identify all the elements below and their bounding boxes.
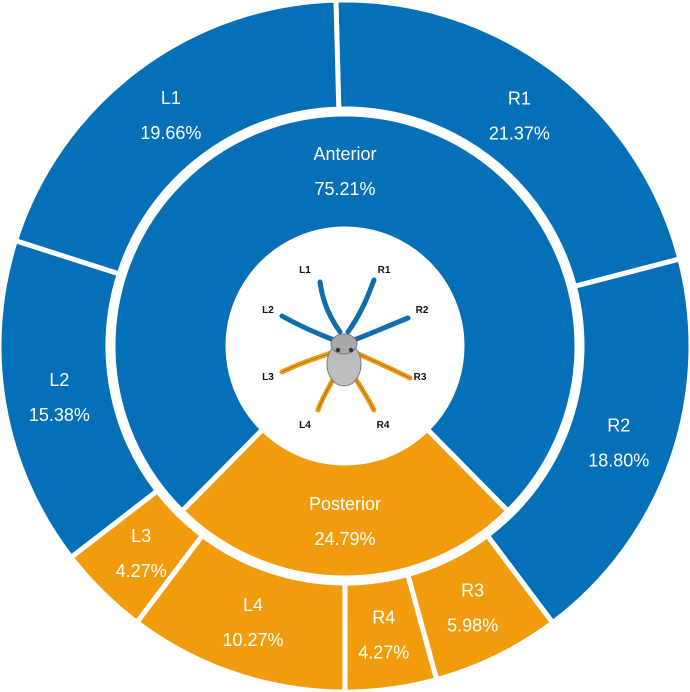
segment-labels: R1 21.37% R2 18.80% R3 5.98% R4 4.27% L4 10.27% L3… xyxy=(29,88,649,662)
inner-anterior-label: Anterior xyxy=(313,144,376,164)
inner-ring xyxy=(110,111,580,581)
leg-outline-r1 xyxy=(347,279,375,333)
outer-r4-label: R4 xyxy=(372,607,395,627)
leg-outline-r2 xyxy=(353,317,409,341)
leg-outline-l2 xyxy=(281,315,335,341)
leg-label-r4: R4 xyxy=(377,420,390,431)
outer-l1-value: 19.66% xyxy=(140,123,201,143)
outer-slice-r1 xyxy=(333,0,683,290)
outer-r3-value: 5.98% xyxy=(447,615,498,635)
outer-l4-label: L4 xyxy=(243,595,263,615)
leg-label-l2: L2 xyxy=(262,305,274,316)
leg-label-l1: L1 xyxy=(299,265,311,276)
outer-l4-value: 10.27% xyxy=(222,630,283,650)
leg-labels: L1 L2 L3 L4 R1 R2 R3 R4 xyxy=(262,265,429,431)
outer-r4-value: 4.27% xyxy=(358,642,409,662)
leg-label-l4: L4 xyxy=(299,420,311,431)
mite-body xyxy=(326,333,362,387)
outer-l2-label: L2 xyxy=(49,370,69,390)
outer-r1-value: 21.37% xyxy=(489,123,550,143)
outer-r2-label: R2 xyxy=(607,416,630,436)
outer-l2-value: 15.38% xyxy=(29,405,90,425)
outer-l3-value: 4.27% xyxy=(116,561,167,581)
outer-r3-label: R3 xyxy=(461,580,484,600)
outer-slice-r2 xyxy=(483,255,690,627)
outer-l1-label: L1 xyxy=(161,88,181,108)
inner-posterior-value: 24.79% xyxy=(314,529,375,549)
center-illustration: L1 L2 L3 L4 R1 R2 R3 R4 xyxy=(227,228,463,464)
inner-posterior-label: Posterior xyxy=(309,494,381,514)
leg-label-r1: R1 xyxy=(378,265,391,276)
outer-slice-l1 xyxy=(12,0,342,277)
outer-r2-value: 18.80% xyxy=(588,451,649,471)
outer-r1-label: R1 xyxy=(508,88,531,108)
leg-outline-l1 xyxy=(319,281,341,333)
outer-l3-label: L3 xyxy=(131,526,151,546)
leg-label-r2: R2 xyxy=(416,305,429,316)
inner-anterior-value: 75.21% xyxy=(314,179,375,199)
leg-label-r3: R3 xyxy=(414,372,427,383)
leg-label-l3: L3 xyxy=(262,372,274,383)
